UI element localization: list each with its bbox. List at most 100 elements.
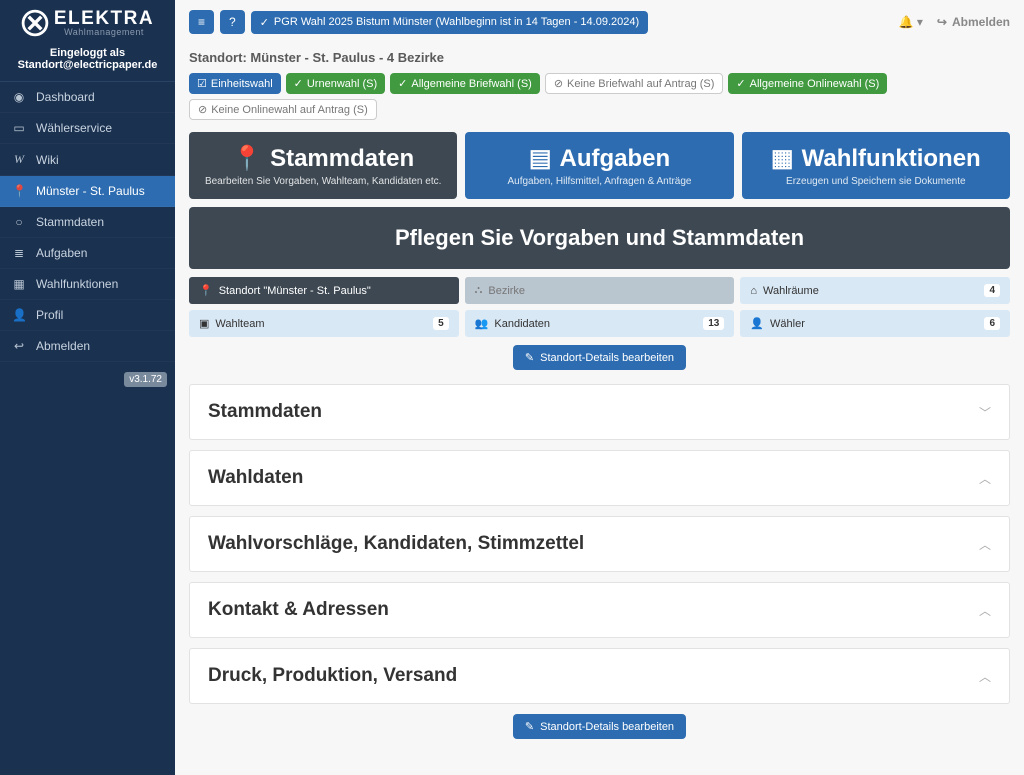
check-icon: ✓: [294, 77, 303, 90]
gauge-icon: ◉: [12, 90, 26, 104]
panel-druck[interactable]: Druck, Produktion, Versand ︿: [189, 648, 1010, 704]
home-icon: ⌂: [750, 285, 757, 297]
chevron-up-icon: ︿: [979, 536, 991, 553]
bigtab-stammdaten[interactable]: 📍Stammdaten Bearbeiten Sie Vorgaben, Wah…: [189, 132, 457, 199]
badge-keine-online-antrag: ⊘Keine Onlinewahl auf Antrag (S): [189, 99, 377, 120]
card-waehler[interactable]: 👤 Wähler 6: [740, 310, 1010, 337]
logout-icon: ↩: [12, 339, 26, 353]
sidebar-item-standort[interactable]: 📍 Münster - St. Paulus: [0, 176, 175, 207]
card-wahlraeume[interactable]: ⌂Wahlräume4: [740, 277, 1010, 304]
users-icon: 👥: [475, 317, 489, 330]
bell-icon[interactable]: 🔔 ▾: [899, 15, 923, 29]
card-label: Wahlteam: [215, 318, 264, 330]
panel-title: Wahldaten: [208, 467, 303, 489]
question-icon: ?: [229, 15, 236, 29]
card-label: Wähler: [770, 318, 805, 330]
sidebar-item-label: Wahlfunktionen: [36, 277, 118, 291]
info-row-1: 📍 Standort "Münster - St. Paulus" ⛬Bezirk…: [189, 277, 1010, 304]
card-bezirke[interactable]: ⛬Bezirke: [465, 277, 735, 304]
menu-button[interactable]: ≡: [189, 10, 214, 34]
edit-btn-label: Standort-Details bearbeiten: [540, 721, 674, 733]
card-label: Wahlräume: [763, 285, 819, 297]
edit-btn-label: Standort-Details bearbeiten: [540, 352, 674, 364]
sidebar-item-profil[interactable]: 👤Profil: [0, 300, 175, 331]
wiki-icon: W: [12, 152, 26, 167]
count-badge: 13: [703, 317, 724, 330]
sidebar-item-wiki[interactable]: WWiki: [0, 144, 175, 176]
login-label: Eingeloggt als: [6, 47, 169, 59]
topbar: ≡ ? ✓PGR Wahl 2025 Bistum Münster (Wahlb…: [175, 0, 1024, 44]
chevron-up-icon: ︿: [979, 602, 991, 619]
bigtab-wahlfunktionen[interactable]: ▦Wahlfunktionen Erzeugen und Speichern s…: [742, 132, 1010, 199]
pin-icon: 📍: [12, 184, 26, 198]
user-icon: 👤: [750, 317, 764, 330]
panel-title: Druck, Produktion, Versand: [208, 665, 457, 687]
login-email: Standort@electricpaper.de: [6, 59, 169, 71]
sidebar-item-dashboard[interactable]: ◉ Dashboard: [0, 82, 175, 113]
ban-icon: ⊘: [554, 77, 563, 90]
sitemap-icon: ⛬: [475, 284, 483, 297]
logout-label: Abmelden: [952, 15, 1010, 29]
version-badge: v3.1.72: [124, 372, 167, 387]
topbar-logout[interactable]: ↪ Abmelden: [937, 15, 1010, 29]
sidebar-item-label: Abmelden: [36, 339, 90, 353]
login-info: Eingeloggt als Standort@electricpaper.de: [0, 43, 175, 82]
sidebar-item-label: Aufgaben: [36, 246, 87, 260]
sidebar: ELEKTRA Wahlmanagement Eingeloggt als St…: [0, 0, 175, 775]
check-icon: ✓: [736, 77, 745, 90]
help-button[interactable]: ?: [220, 10, 245, 34]
user-icon: 👤: [12, 308, 26, 322]
panel-title: Stammdaten: [208, 401, 322, 423]
card-kandidaten[interactable]: 👥Kandidaten13: [465, 310, 735, 337]
panel-stammdaten[interactable]: Stammdaten ﹀: [189, 384, 1010, 440]
grid-icon: ▦: [12, 277, 26, 291]
logo-area: ELEKTRA Wahlmanagement: [0, 0, 175, 43]
count-badge: 6: [984, 317, 1000, 330]
count-badge: 5: [433, 317, 449, 330]
logout-icon: ↪: [937, 15, 947, 29]
edit-icon: ✎: [525, 351, 534, 364]
badge-einheitswahl: ☑Einheitswahl: [189, 73, 281, 94]
ban-icon: ⊘: [198, 103, 207, 116]
pin-outline-icon: ○: [12, 215, 26, 229]
election-label: PGR Wahl 2025 Bistum Münster (Wahlbeginn…: [274, 16, 639, 28]
bigtab-sub: Aufgaben, Hilfsmittel, Anfragen & Anträg…: [473, 176, 725, 187]
edit-standort-button-bottom[interactable]: ✎ Standort-Details bearbeiten: [513, 714, 686, 739]
card-wahlteam[interactable]: ▣ Wahlteam 5: [189, 310, 459, 337]
chevron-up-icon: ︿: [979, 668, 991, 685]
team-icon: ▣: [199, 317, 209, 330]
card-icon: ▭: [12, 121, 26, 135]
badge-keine-brief-antrag: ⊘Keine Briefwahl auf Antrag (S): [545, 73, 724, 94]
main: ≡ ? ✓PGR Wahl 2025 Bistum Münster (Wahlb…: [175, 0, 1024, 775]
grid-icon: ▦: [771, 144, 794, 173]
tasks-icon: ▤: [529, 144, 552, 173]
sidebar-item-wahlfunktionen[interactable]: ▦ Wahlfunktionen: [0, 269, 175, 300]
edit-standort-button[interactable]: ✎ Standort-Details bearbeiten: [513, 345, 686, 370]
sidebar-item-stammdaten[interactable]: ○Stammdaten: [0, 207, 175, 238]
bigtab-aufgaben[interactable]: ▤Aufgaben Aufgaben, Hilfsmittel, Anfrage…: [465, 132, 733, 199]
panel-wahldaten[interactable]: Wahldaten ︿: [189, 450, 1010, 506]
bigtab-sub: Erzeugen und Speichern sie Dokumente: [750, 176, 1002, 187]
sidebar-nav: ◉ Dashboard ▭Wählerservice WWiki 📍 Münster…: [0, 82, 175, 362]
sidebar-item-aufgaben[interactable]: ≣Aufgaben: [0, 238, 175, 269]
edit-icon: ✎: [525, 720, 534, 733]
badge-onlinewahl: ✓Allgemeine Onlinewahl (S): [728, 73, 887, 94]
election-selector-button[interactable]: ✓PGR Wahl 2025 Bistum Münster (Wahlbegin…: [251, 11, 648, 34]
sidebar-item-waehlerservice[interactable]: ▭Wählerservice: [0, 113, 175, 144]
location-title: Standort: Münster - St. Paulus - 4 Bezir…: [189, 50, 1010, 65]
card-standort[interactable]: 📍 Standort "Münster - St. Paulus": [189, 277, 459, 304]
card-label: Standort "Münster - St. Paulus": [219, 285, 371, 297]
check-icon: ✓: [398, 77, 407, 90]
panel-kontakt[interactable]: Kontakt & Adressen ︿: [189, 582, 1010, 638]
sidebar-item-abmelden[interactable]: ↩ Abmelden: [0, 331, 175, 362]
panel-title: Wahlvorschläge, Kandidaten, Stimmzettel: [208, 533, 584, 555]
badge-urnenwahl: ✓Urnenwahl (S): [286, 73, 386, 94]
info-row-2: ▣ Wahlteam 5 👥Kandidaten13 👤 Wähler 6: [189, 310, 1010, 337]
sidebar-item-label: Münster - St. Paulus: [36, 184, 145, 198]
sidebar-item-label: Dashboard: [36, 90, 95, 104]
pin-icon: 📍: [199, 284, 213, 297]
section-banner: Pflegen Sie Vorgaben und Stammdaten: [189, 207, 1010, 269]
badge-briefwahl: ✓Allgemeine Briefwahl (S): [390, 73, 540, 94]
panel-title: Kontakt & Adressen: [208, 599, 389, 621]
panel-wahlvorschlaege[interactable]: Wahlvorschläge, Kandidaten, Stimmzettel …: [189, 516, 1010, 572]
